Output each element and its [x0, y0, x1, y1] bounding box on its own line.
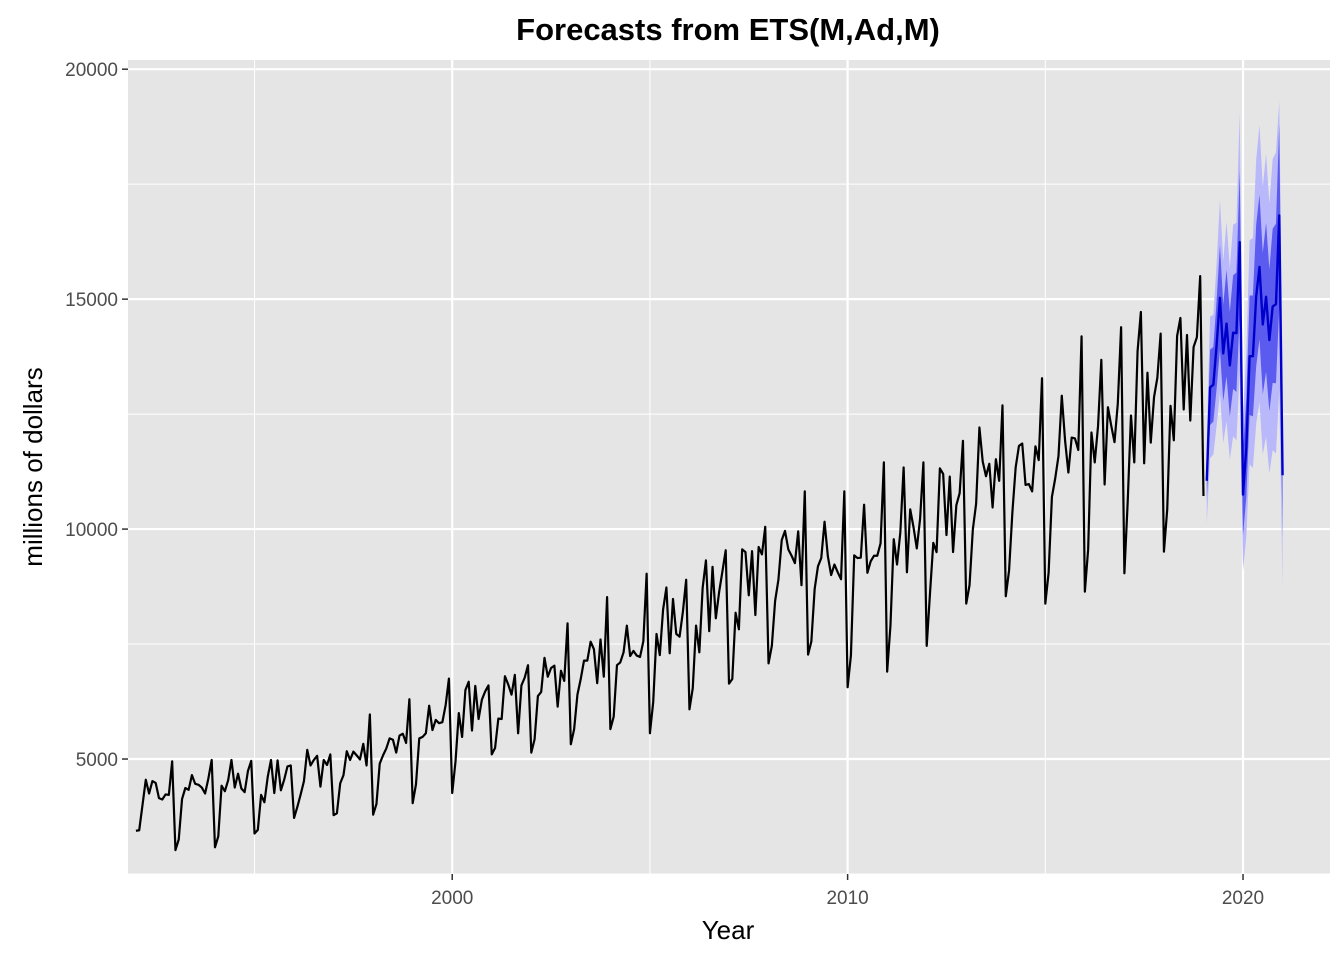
y-tick-label: 10000 — [65, 520, 118, 541]
x-axis: 2000 2010 2020 — [431, 874, 1264, 909]
y-tick-label: 5000 — [76, 750, 118, 771]
y-tick-label: 20000 — [65, 60, 118, 81]
forecast-series-line — [1205, 214, 1284, 496]
series-lines — [135, 214, 1284, 852]
x-tick-label: 2000 — [431, 888, 473, 909]
history-series-line — [135, 275, 1205, 852]
y-tick-label: 15000 — [65, 290, 118, 311]
chart-title: Forecasts from ETS(M,Ad,M) — [516, 12, 940, 47]
y-axis: 5000 10000 15000 20000 — [65, 60, 128, 771]
x-tick-label: 2010 — [826, 888, 868, 909]
y-axis-title: millions of dollars — [18, 367, 48, 566]
minor-gridlines — [128, 60, 1330, 875]
x-tick-label: 2020 — [1222, 888, 1264, 909]
pi95-band — [1206, 101, 1283, 587]
x-axis-title: Year — [702, 915, 755, 945]
